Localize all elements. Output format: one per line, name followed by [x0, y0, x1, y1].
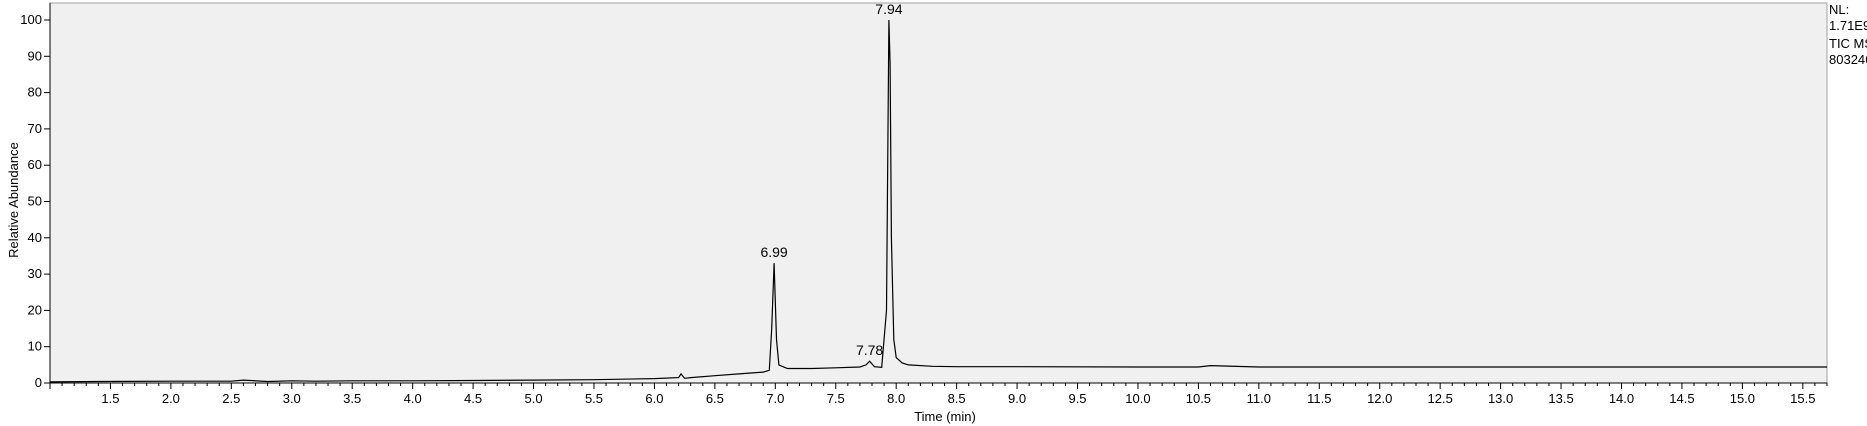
y-tick-label: 80: [28, 85, 42, 100]
x-tick-label: 8.0: [887, 391, 905, 406]
y-axis: 0 10 20 30 40 50 60 70 80 90 100: [20, 12, 50, 390]
x-tick-label: 12.5: [1428, 391, 1453, 406]
x-tick-label: 7.0: [766, 391, 784, 406]
nl-label: NL:: [1829, 2, 1849, 17]
y-tick-label: 30: [28, 266, 42, 281]
y-tick-label: 40: [28, 230, 42, 245]
y-tick-label: 10: [28, 339, 42, 354]
x-tick-label: 3.0: [283, 391, 301, 406]
x-tick-label: 2.5: [222, 391, 240, 406]
x-tick-label: 6.5: [706, 391, 724, 406]
file-label: 803246: [1829, 52, 1867, 67]
x-tick-label: 13.0: [1488, 391, 1513, 406]
peak-label: 7.94: [875, 1, 902, 17]
y-tick-label: 60: [28, 157, 42, 172]
x-tick-label: 15.0: [1730, 391, 1755, 406]
y-tick-label: 100: [20, 12, 42, 27]
x-tick-label: 14.5: [1669, 391, 1694, 406]
peak-labels: 6.99 7.78 7.94: [760, 1, 902, 358]
x-tick-label: 5.0: [524, 391, 542, 406]
x-tick-label: 9.0: [1008, 391, 1026, 406]
x-tick-label: 15.5: [1790, 391, 1815, 406]
x-tick-label: 12.0: [1367, 391, 1392, 406]
x-tick-label: 13.5: [1548, 391, 1573, 406]
x-tick-label: 10.5: [1186, 391, 1211, 406]
x-tick-label: 8.5: [948, 391, 966, 406]
y-tick-label: 0: [35, 375, 42, 390]
x-tick-label: 11.5: [1307, 391, 1331, 406]
x-tick-label: 1.5: [101, 391, 119, 406]
x-tick-label: 2.0: [162, 391, 180, 406]
x-axis: 1.5 2.0 2.5 3.0 3.5 4.0 4.5 5.0 5.5 6.0 6.5 7.0 7.5 8…: [49, 383, 1828, 406]
x-axis-title: Time (min): [914, 409, 976, 424]
x-tick-label: 9.5: [1068, 391, 1086, 406]
x-tick-label: 6.0: [645, 391, 663, 406]
x-tick-label: 4.5: [464, 391, 482, 406]
x-tick-label: 11.0: [1247, 391, 1271, 406]
plot-area: [49, 2, 1828, 384]
y-tick-label: 90: [28, 48, 42, 63]
nl-value: 1.71E9: [1829, 18, 1867, 33]
peak-label: 7.78: [856, 342, 883, 358]
x-tick-label: 10.0: [1125, 391, 1150, 406]
y-tick-label: 70: [28, 121, 42, 136]
y-tick-label: 50: [28, 194, 42, 209]
y-axis-title: Relative Abundance: [6, 142, 21, 258]
tic-trace: [49, 19, 1827, 383]
x-tick-label: 7.5: [827, 391, 845, 406]
x-tick-label: 14.0: [1609, 391, 1634, 406]
peak-label: 6.99: [760, 244, 787, 260]
x-tick-label: 4.0: [404, 391, 422, 406]
x-tick-label: 5.5: [585, 391, 603, 406]
y-tick-label: 20: [28, 302, 42, 317]
x-tick-label: 3.5: [343, 391, 361, 406]
trace-type-label: TIC MS: [1829, 36, 1867, 51]
